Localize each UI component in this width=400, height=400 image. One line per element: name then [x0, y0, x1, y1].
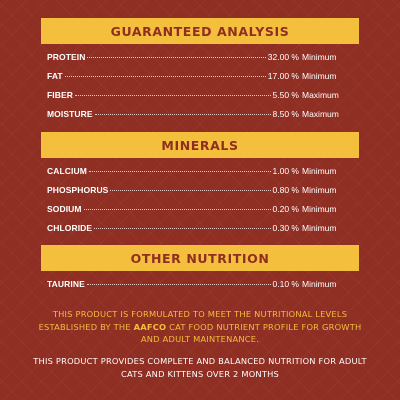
nutrient-value: 0.80 %: [272, 185, 299, 195]
nutrient-row-chloride: CHLORIDE 0.30 % Minimum: [47, 223, 354, 242]
nutrient-value: 5.50 %: [272, 90, 299, 100]
nutrient-unit: Minimum: [302, 71, 337, 81]
nutrient-label: TAURINE: [47, 279, 85, 289]
nutrient-label: SODIUM: [47, 204, 82, 214]
nutrient-row-phosphorus: PHOSPHORUS 0.80 % Minimum: [47, 185, 354, 204]
nutrient-label: FIBER: [47, 90, 73, 100]
nutrient-label: FAT: [47, 71, 63, 81]
dot-leader: [87, 57, 266, 58]
guaranteed-analysis-list: PROTEIN 32.00 % Minimum FAT 17.00 % Mini…: [47, 52, 354, 128]
nutrient-unit: Minimum: [302, 52, 337, 62]
dot-leader: [94, 114, 271, 115]
nutrient-value: 32.00 %: [267, 52, 299, 62]
dot-leader: [88, 171, 271, 172]
minerals-list: CALCIUM 1.00 % Minimum PHOSPHORUS 0.80 %…: [47, 166, 354, 242]
aafco-brand: AAFCO: [133, 321, 167, 332]
nutrient-unit: Maximum: [302, 90, 339, 100]
nutrient-value: 1.00 %: [272, 166, 299, 176]
nutrient-value: 0.10 %: [272, 279, 299, 289]
complete-nutrition-note: THIS PRODUCT PROVIDES COMPLETE AND BALAN…: [33, 356, 367, 379]
nutrient-row-taurine: TAURINE 0.10 % Minimum: [47, 279, 354, 298]
guaranteed-analysis-banner: GUARANTEED ANALYSIS: [41, 18, 359, 44]
nutrient-row-protein: PROTEIN 32.00 % Minimum: [47, 52, 354, 71]
nutrient-row-sodium: SODIUM 0.20 % Minimum: [47, 204, 354, 223]
nutrient-row-fat: FAT 17.00 % Minimum: [47, 71, 354, 90]
nutrient-label: PROTEIN: [47, 52, 86, 62]
dot-leader: [94, 228, 271, 229]
nutrient-unit: Minimum: [302, 223, 337, 233]
nutrient-unit: Minimum: [302, 279, 337, 289]
nutrient-row-moisture: MOISTURE 8.50 % Maximum: [47, 109, 354, 128]
nutrient-unit: Minimum: [302, 185, 337, 195]
nutrient-label: CHLORIDE: [47, 223, 93, 233]
aafco-statement: THIS PRODUCT IS FORMULATED TO MEET THE N…: [28, 308, 372, 346]
nutrient-row-fiber: FIBER 5.50 % Maximum: [47, 90, 354, 109]
dot-leader: [75, 95, 271, 96]
aafco-statement-part1: THIS PRODUCT IS FORMULATED TO MEET THE N…: [38, 309, 348, 332]
aafco-statement-part2: CAT FOOD NUTRIENT PROFILE FOR GROWTH AND…: [140, 321, 362, 345]
nutrient-label: CALCIUM: [47, 166, 87, 176]
dot-leader: [110, 190, 271, 191]
nutrient-value: 0.20 %: [272, 204, 299, 214]
minerals-title: MINERALS: [161, 137, 239, 153]
nutrient-value: 8.50 %: [272, 109, 299, 119]
nutrient-unit: Maximum: [302, 109, 339, 119]
nutrient-unit: Minimum: [302, 204, 337, 214]
dot-leader: [64, 76, 266, 77]
nutrient-label: PHOSPHORUS: [47, 185, 109, 195]
nutrient-value: 0.30 %: [272, 223, 299, 233]
guaranteed-analysis-title: GUARANTEED ANALYSIS: [110, 23, 290, 39]
nutrient-unit: Minimum: [302, 166, 337, 176]
dot-leader: [83, 209, 271, 210]
nutrient-value: 17.00 %: [267, 71, 299, 81]
other-nutrition-list: TAURINE 0.10 % Minimum: [47, 279, 354, 298]
dot-leader: [86, 284, 271, 285]
other-nutrition-title: OTHER NUTRITION: [130, 250, 270, 266]
nutrient-label: MOISTURE: [47, 109, 93, 119]
minerals-banner: MINERALS: [41, 132, 359, 158]
nutrient-row-calcium: CALCIUM 1.00 % Minimum: [47, 166, 354, 185]
other-nutrition-banner: OTHER NUTRITION: [41, 245, 359, 271]
